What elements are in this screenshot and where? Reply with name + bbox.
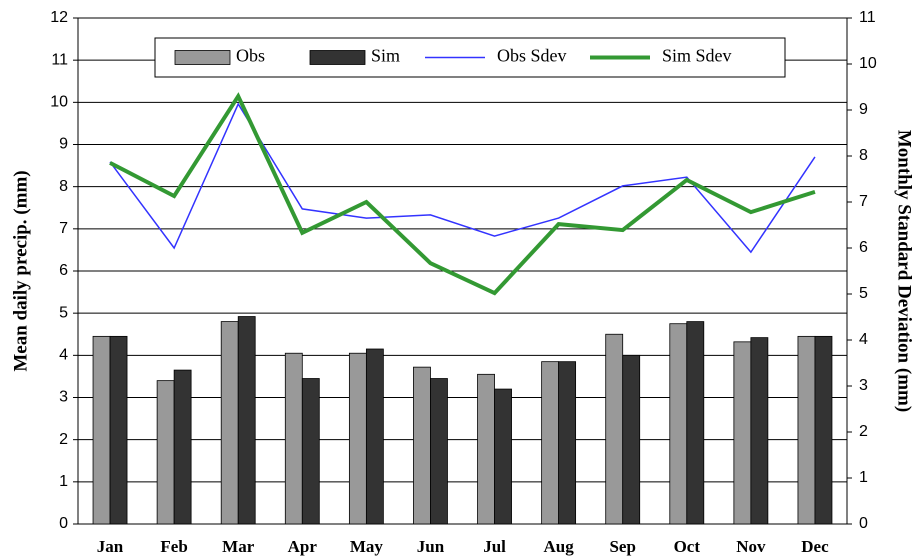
y-tick-label: 8 [59,178,68,195]
y2-tick-label: 6 [859,239,868,256]
legend-swatch [309,50,366,65]
x-tick-label: Oct [674,537,701,556]
bar [733,341,752,525]
bar [622,354,641,525]
x-tick-label: Sep [609,537,635,556]
y-tick-label: 4 [59,347,68,364]
legend-swatch [174,50,231,65]
bar [109,335,128,525]
x-tick-label: Nov [736,537,766,556]
x-tick-label: Dec [801,537,829,556]
bar [173,369,192,525]
y2-tick-label: 10 [859,55,877,72]
x-tick-label: Aug [544,537,575,556]
bar [797,335,816,525]
bar [541,361,560,525]
bar [477,373,495,525]
y-tick-label: 9 [59,136,68,153]
x-tick-label: Jun [417,537,445,556]
y-tick-label: 2 [59,431,68,448]
y2-tick-label: 7 [859,193,868,210]
line [109,102,816,254]
bar [605,333,624,525]
y2-tick-label: 2 [859,423,868,440]
legend-label: Sim [371,46,400,66]
y-axis-title: Mean daily precip. (mm) [10,170,31,371]
bar [348,352,367,525]
y2-tick-label: 9 [859,101,868,118]
line [109,92,816,296]
y2-tick-label: 3 [859,377,868,394]
y2-tick-label: 4 [859,331,868,348]
x-tick-label: Apr [288,537,318,556]
y-tick-label: 6 [59,262,68,279]
bar [156,380,175,525]
bar [430,378,448,525]
y2-tick-label: 5 [859,285,868,302]
bar [686,321,705,525]
bar [494,388,512,525]
bar [220,321,239,525]
legend-label: Obs Sdev [497,46,567,66]
x-tick-label: May [350,537,384,556]
legend-label: Sim Sdev [662,46,732,66]
y-tick-label: 11 [51,51,68,68]
y2-tick-label: 11 [859,9,876,26]
bar [284,352,303,525]
bar [365,348,384,525]
bar [237,316,256,525]
y2-tick-label: 0 [859,515,868,532]
bar [558,361,577,525]
bar [669,323,688,525]
y-tick-label: 7 [59,220,68,237]
y2-axis-title: Monthly Standard Deviation (mm) [894,130,915,412]
x-tick-label: Jul [483,537,506,556]
bar [814,335,833,525]
legend-label: Obs [236,46,265,66]
y-tick-label: 12 [50,9,68,26]
bar [301,378,320,525]
y-tick-label: 1 [59,473,68,490]
y-tick-label: 5 [59,304,68,321]
x-tick-label: Jan [97,537,124,556]
x-tick-label: Mar [222,537,255,556]
y-tick-label: 10 [50,94,68,111]
y-tick-label: 3 [59,389,68,406]
x-tick-label: Feb [160,537,187,556]
y-tick-label: 0 [59,515,68,532]
y2-tick-label: 8 [859,147,868,164]
bar [92,335,111,525]
y2-tick-label: 1 [859,469,868,486]
bar [413,366,431,525]
bar [750,337,769,525]
